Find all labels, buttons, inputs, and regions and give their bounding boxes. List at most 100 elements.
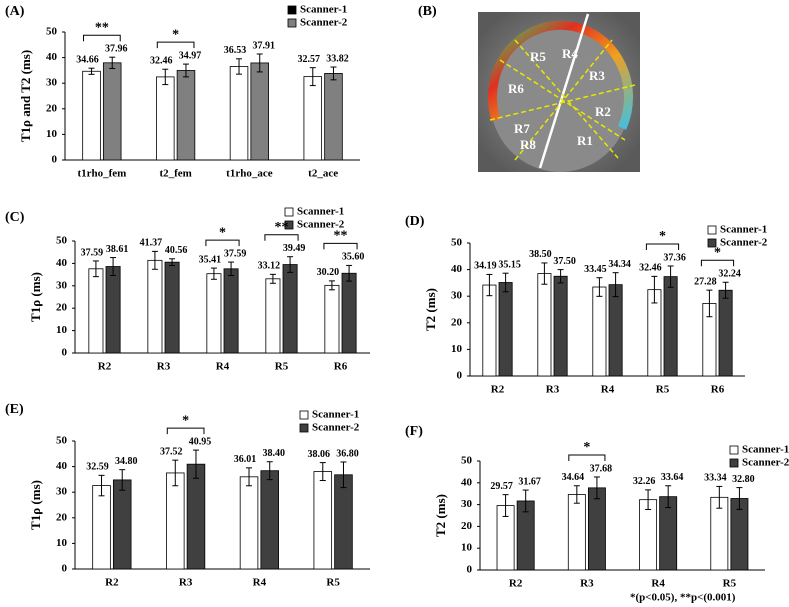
y-axis-title: T2 (ms) xyxy=(433,494,448,537)
error-bar xyxy=(309,67,316,87)
bar xyxy=(341,272,357,354)
bar xyxy=(587,487,606,571)
significance-bracket xyxy=(83,34,121,42)
y-tick-label: 10 xyxy=(56,537,68,549)
significance-bracket xyxy=(264,234,299,241)
bar xyxy=(498,282,513,377)
bar xyxy=(166,472,185,570)
value-label: 36.53 xyxy=(224,45,247,56)
y-tick-label: 0 xyxy=(52,154,58,166)
value-label: 38.61 xyxy=(106,244,129,255)
significance-label: ** xyxy=(334,229,348,244)
significance-label: * xyxy=(219,225,226,240)
error-bar xyxy=(736,487,743,510)
region-label: R3 xyxy=(589,68,605,83)
error-bar xyxy=(269,273,276,284)
y-tick-label: 20 xyxy=(451,316,463,328)
value-label: 34.80 xyxy=(115,456,138,467)
region-label: R6 xyxy=(508,81,524,96)
footnote: *(p<0.05), **p<(0.001) xyxy=(630,592,736,604)
x-tick-label: t2_fem xyxy=(159,168,191,180)
y-tick-label: 0 xyxy=(457,370,463,382)
y-tick-label: 30 xyxy=(461,498,473,510)
error-bar xyxy=(557,269,564,284)
y-tick-label: 50 xyxy=(451,237,463,249)
error-bar xyxy=(246,467,253,487)
error-bar xyxy=(256,53,263,73)
bar xyxy=(112,479,132,570)
error-bar xyxy=(172,459,179,487)
significance-label: ** xyxy=(95,20,109,35)
legend-swatch xyxy=(299,423,309,433)
legend-swatch xyxy=(729,458,739,468)
x-tick-label: R3 xyxy=(580,578,594,590)
bar xyxy=(82,70,101,161)
mri-image xyxy=(478,12,640,172)
legend-swatch xyxy=(284,220,294,230)
value-label: 38.50 xyxy=(529,249,552,260)
error-bar xyxy=(706,289,713,318)
bar xyxy=(334,474,353,570)
value-label: 29.57 xyxy=(490,481,513,492)
y-tick-label: 40 xyxy=(451,263,463,275)
error-bar xyxy=(596,277,603,297)
value-label: 38.40 xyxy=(262,448,285,459)
y-tick-label: 30 xyxy=(56,486,68,498)
legend-swatch xyxy=(287,18,297,28)
legend-swatch xyxy=(284,207,294,217)
legend-label: Scanner-2 xyxy=(742,457,789,469)
value-label: 33.12 xyxy=(258,261,281,272)
error-bar xyxy=(667,265,674,288)
y-tick-label: 0 xyxy=(467,564,473,576)
legend-label: Scanner-2 xyxy=(312,422,360,434)
error-bar xyxy=(502,272,509,293)
bar xyxy=(718,289,733,377)
error-bar xyxy=(210,267,217,280)
error-bar xyxy=(236,58,243,75)
value-label: 34.34 xyxy=(608,259,631,270)
bar xyxy=(164,261,180,354)
error-bar xyxy=(340,461,347,489)
legend-swatch xyxy=(707,225,717,235)
error-bar xyxy=(169,258,176,267)
significance-bracket xyxy=(156,41,195,49)
y-axis-title: T2 (ms) xyxy=(423,288,438,331)
region-line xyxy=(514,39,619,159)
error-bar xyxy=(192,449,199,479)
y-tick-label: 40 xyxy=(461,476,473,488)
error-bar xyxy=(541,262,548,285)
region-label: R8 xyxy=(520,137,536,152)
bar xyxy=(608,284,623,377)
value-label: 30.20 xyxy=(317,267,340,278)
bar xyxy=(639,499,658,571)
error-bar xyxy=(573,485,580,504)
legend-label: Scanner-1 xyxy=(300,4,347,16)
bar xyxy=(250,62,269,161)
x-tick-label: R5 xyxy=(656,384,670,396)
significance-bracket xyxy=(700,259,735,267)
x-tick-label: R4 xyxy=(253,577,267,589)
value-label: 36.80 xyxy=(336,448,359,459)
x-tick-label: R4 xyxy=(216,361,230,373)
value-label: 34.19 xyxy=(474,261,497,272)
significance-bracket xyxy=(166,427,205,435)
significance-label: * xyxy=(172,27,179,42)
y-tick-label: 20 xyxy=(461,520,473,532)
bar xyxy=(567,494,586,571)
panel-label: (B) xyxy=(418,4,437,19)
legend-swatch xyxy=(707,238,717,248)
panel-label: (E) xyxy=(5,402,24,417)
legend-label: Scanner-2 xyxy=(300,17,348,29)
error-bar xyxy=(151,250,158,270)
bar xyxy=(223,268,239,354)
error-bar xyxy=(98,474,105,497)
bar xyxy=(265,278,281,354)
bar xyxy=(592,286,607,377)
value-label: 33.64 xyxy=(661,472,684,483)
bar xyxy=(324,284,340,354)
y-tick-label: 50 xyxy=(461,455,473,467)
value-label: 32.46 xyxy=(150,56,173,67)
bar xyxy=(229,66,249,161)
y-tick-label: 50 xyxy=(46,26,58,38)
value-label: 37.91 xyxy=(252,40,275,51)
